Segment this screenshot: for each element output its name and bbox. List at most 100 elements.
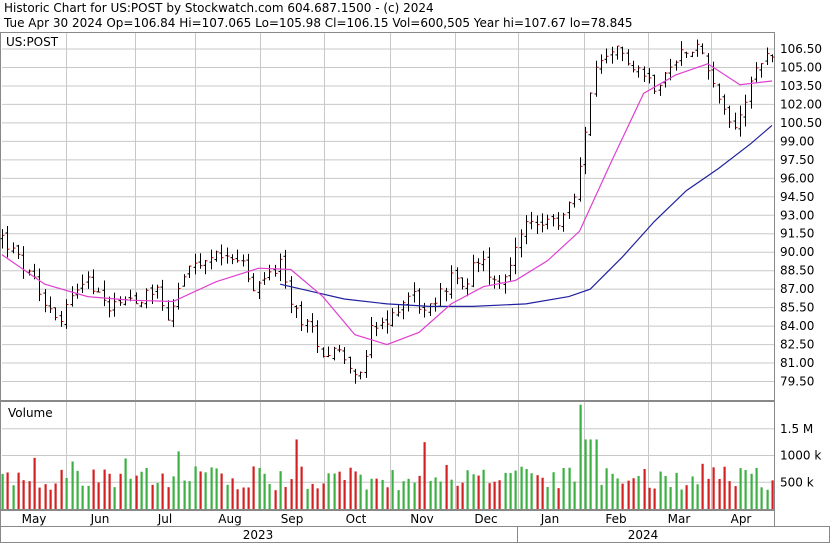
volume-bar-down (477, 475, 480, 509)
volume-bar-down (22, 480, 25, 509)
volume-bar-up (156, 482, 159, 509)
volume-bar-down (92, 469, 95, 509)
volume-bar-down (445, 465, 448, 509)
month-label: Mar (668, 512, 691, 526)
price-tick-label: 97.50 (780, 153, 814, 167)
volume-bar-up (87, 485, 90, 509)
month-label: Oct (346, 512, 367, 526)
price-tick-label: 106.50 (780, 42, 822, 56)
volume-bar-down (236, 489, 239, 509)
volume-bar-down (108, 473, 111, 509)
volume-bar-up (589, 439, 592, 509)
month-label: Aug (218, 512, 241, 526)
volume-bar-up (397, 490, 400, 509)
volume-bar-up (365, 489, 368, 509)
volume-bar-down (423, 442, 426, 509)
volume-bar-down (536, 475, 539, 509)
volume-bar-up (546, 486, 549, 509)
volume-bar-up (279, 471, 282, 509)
volume-bar-up (450, 479, 453, 509)
volume-tick-label: 1000 k (780, 449, 821, 463)
volume-axis: 1.5 M 1000 k 500 k (780, 422, 821, 490)
volume-bar-up (258, 467, 261, 509)
volume-bar-down (295, 439, 298, 509)
volume-bar-up (194, 466, 197, 509)
volume-bar-down (461, 482, 464, 509)
volume-bar-down (456, 485, 459, 509)
volume-bar-up (327, 473, 330, 509)
price-tick-label: 82.50 (780, 338, 814, 352)
volume-bar-up (680, 489, 683, 509)
price-tick-label: 102.00 (780, 97, 822, 111)
month-label: Jan (540, 512, 560, 526)
price-tick-label: 103.50 (780, 79, 822, 93)
volume-bar-up (65, 477, 68, 509)
volume-bar-up (215, 468, 218, 509)
volume-bar-up (268, 483, 271, 509)
volume-bar-up (113, 487, 116, 509)
volume-bar-up (552, 472, 555, 509)
volume-bar-up (204, 472, 207, 509)
price-tick-label: 93.00 (780, 208, 814, 222)
volume-bar-up (766, 489, 769, 509)
volume-bar-down (349, 467, 352, 509)
volume-bar-down (6, 472, 9, 509)
volume-bar-down (284, 487, 287, 509)
volume-bar-up (562, 468, 565, 509)
volume-bar-down (685, 485, 688, 509)
volume-bar-up (434, 477, 437, 509)
volume-bar-down (242, 487, 245, 509)
price-tick-label: 90.00 (780, 245, 814, 259)
volume-bar-down (290, 479, 293, 509)
month-label: Jul (157, 512, 172, 526)
volume-bar-down (734, 486, 737, 509)
volume-bar-down (103, 469, 106, 509)
volume-bars (1, 404, 774, 509)
price-tick-label: 99.00 (780, 134, 814, 148)
volume-bar-down (488, 483, 491, 509)
volume-bar-down (151, 484, 154, 509)
volume-bar-up (140, 471, 143, 509)
volume-bar-down (252, 466, 255, 509)
volume-bar-down (17, 472, 20, 509)
volume-bar-up (691, 476, 694, 509)
price-tick-label: 94.50 (780, 190, 814, 204)
volume-bar-up (755, 467, 758, 509)
volume-bar-up (439, 481, 442, 509)
volume-bar-down (707, 478, 710, 509)
volume-bar-up (750, 473, 753, 509)
volume-bar-up (71, 461, 74, 509)
volume-bar-down (44, 484, 47, 509)
volume-bar-down (648, 487, 651, 509)
price-tick-label: 100.50 (780, 116, 822, 130)
volume-bar-down (300, 466, 303, 509)
price-tick-label: 79.50 (780, 375, 814, 389)
price-tick-label: 84.00 (780, 319, 814, 333)
volume-bar-down (274, 490, 277, 509)
volume-bar-up (675, 472, 678, 509)
volume-bar-down (220, 473, 223, 509)
volume-bar-up (568, 467, 571, 509)
volume-bar-down (418, 475, 421, 509)
volume-bar-up (407, 478, 410, 509)
volume-bar-down (49, 489, 52, 509)
year-axis-frame (0, 526, 830, 543)
volume-bar-up (520, 466, 523, 509)
volume-bar-down (386, 487, 389, 509)
volume-bar-down (375, 478, 378, 509)
volume-bar-down (771, 480, 774, 509)
symbol-label: US:POST (6, 35, 59, 49)
volume-bar-down (723, 466, 726, 509)
volume-bar-up (595, 439, 598, 509)
volume-bar-up (172, 476, 175, 509)
volume-bar-up (744, 470, 747, 509)
volume-bar-up (76, 470, 79, 509)
volume-bar-up (226, 484, 229, 509)
volume-bar-up (573, 481, 576, 509)
price-tick-label: 105.00 (780, 60, 822, 74)
volume-bar-down (60, 469, 63, 509)
volume-bar-down (541, 477, 544, 509)
price-tick-label: 96.00 (780, 171, 814, 185)
volume-bar-up (696, 484, 699, 509)
